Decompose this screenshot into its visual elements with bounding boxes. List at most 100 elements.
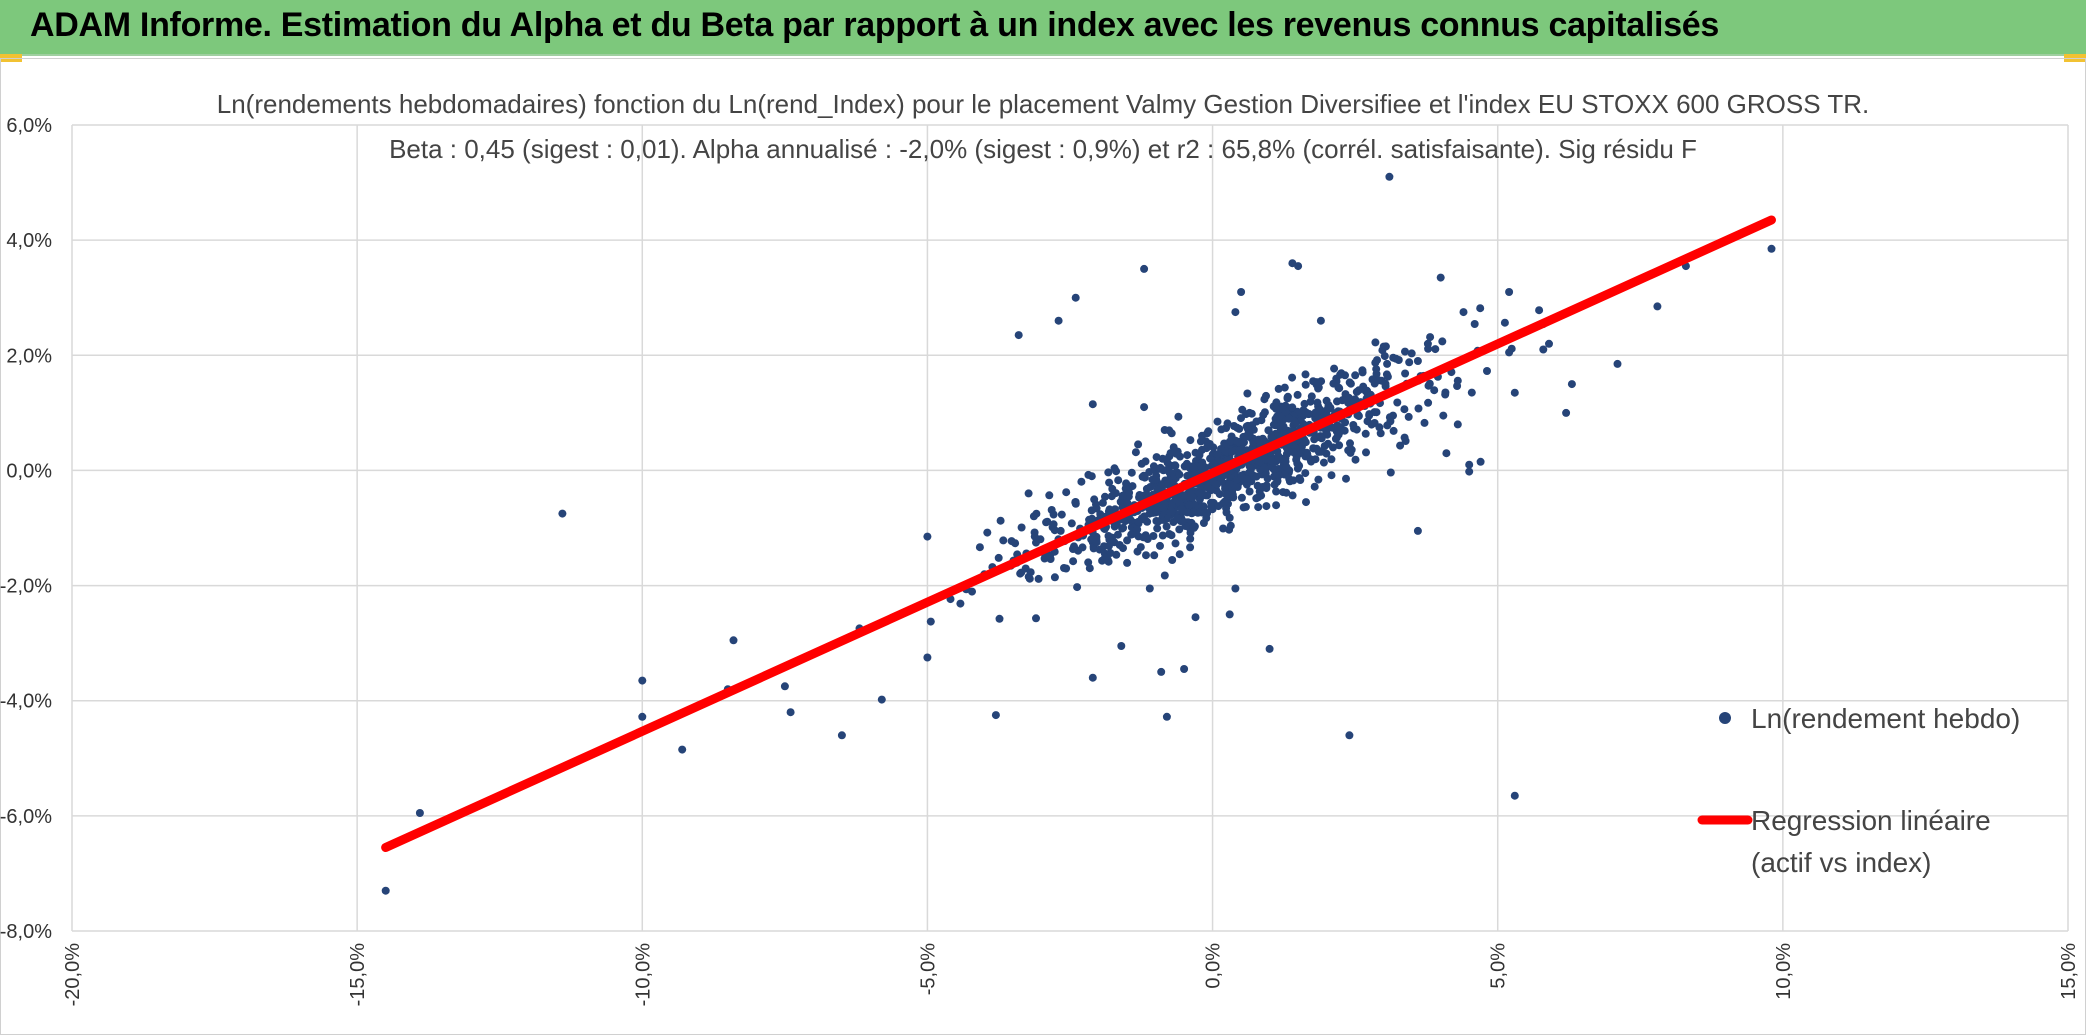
data-point <box>1562 408 1571 417</box>
data-point <box>1272 487 1281 496</box>
data-point <box>1322 449 1331 458</box>
data-point <box>1288 373 1297 382</box>
data-point <box>1295 461 1304 470</box>
data-point <box>780 682 789 691</box>
data-point <box>1057 510 1066 519</box>
data-point <box>1393 398 1402 407</box>
data-point <box>1225 610 1234 619</box>
data-point <box>1165 426 1174 435</box>
data-point <box>1096 510 1105 519</box>
data-point <box>1032 614 1040 623</box>
data-point <box>1146 483 1155 491</box>
data-point <box>1118 491 1127 500</box>
data-point <box>1113 530 1122 539</box>
data-point <box>1152 506 1161 515</box>
data-point <box>1219 524 1228 533</box>
data-point <box>1045 491 1054 500</box>
data-point <box>1173 514 1182 523</box>
chart-subtitle: Beta : 0,45 (sigest : 0,01). Alpha annua… <box>389 134 1697 164</box>
data-point <box>1215 490 1224 499</box>
data-point <box>1316 316 1325 325</box>
data-point <box>1280 383 1289 392</box>
legend: Ln(rendement hebdo) Regression linéaire … <box>1697 703 2020 878</box>
data-point <box>1056 526 1065 535</box>
data-point <box>991 711 1000 720</box>
data-point <box>1266 456 1275 465</box>
data-point <box>996 516 1005 525</box>
data-point <box>1062 488 1071 497</box>
x-tick-label: 0,0% <box>1203 943 1225 989</box>
data-point <box>1175 550 1184 559</box>
data-point <box>1162 522 1171 531</box>
data-point <box>1186 534 1195 543</box>
data-point <box>1167 507 1176 516</box>
data-point <box>1653 302 1662 311</box>
data-point <box>1180 665 1189 673</box>
data-point <box>1276 425 1285 434</box>
x-tick-label: -10,0% <box>632 943 654 1007</box>
data-point <box>1279 488 1287 497</box>
data-point <box>1376 429 1385 438</box>
data-point <box>1505 288 1514 296</box>
data-point <box>1136 543 1145 552</box>
data-point <box>1123 558 1132 567</box>
data-point <box>1282 463 1291 471</box>
data-point <box>1362 448 1370 457</box>
data-point <box>1214 502 1223 511</box>
data-point <box>975 543 984 552</box>
data-point <box>1235 446 1244 455</box>
data-point <box>1123 498 1132 507</box>
data-point <box>1401 437 1410 445</box>
data-point <box>1106 549 1115 557</box>
data-point <box>1425 379 1434 388</box>
data-point <box>415 809 424 817</box>
data-point <box>1245 408 1254 417</box>
data-point <box>1025 574 1034 583</box>
data-point <box>1117 642 1126 650</box>
data-point <box>1420 418 1429 427</box>
data-point <box>1371 358 1380 367</box>
data-point <box>1465 467 1474 476</box>
data-point <box>1301 469 1310 478</box>
legend-label-points: Ln(rendement hebdo) <box>1751 703 2020 734</box>
data-point <box>926 617 935 626</box>
data-point <box>1092 504 1101 513</box>
data-point <box>1217 425 1226 434</box>
data-point <box>1188 493 1197 502</box>
data-point <box>1372 365 1381 374</box>
data-point <box>968 587 976 596</box>
data-point <box>1084 470 1093 479</box>
data-point <box>1231 308 1240 317</box>
data-point <box>1300 437 1309 446</box>
data-point <box>1269 420 1278 429</box>
y-tick-label: 6,0% <box>6 115 52 137</box>
data-point <box>1171 461 1180 470</box>
data-point <box>1260 463 1269 472</box>
data-point <box>1017 523 1026 532</box>
data-point <box>1175 525 1184 534</box>
data-point <box>1500 318 1509 327</box>
data-point <box>1438 337 1447 346</box>
data-point <box>1314 475 1323 484</box>
data-point <box>1156 463 1165 472</box>
data-point <box>1386 468 1395 477</box>
data-point <box>1327 455 1336 464</box>
data-point <box>1273 477 1282 486</box>
data-point <box>1283 394 1292 403</box>
data-point <box>1380 352 1389 361</box>
data-point <box>1306 397 1315 406</box>
data-point <box>1465 460 1474 469</box>
data-point <box>1262 391 1270 400</box>
data-point <box>1152 475 1161 484</box>
data-point <box>1322 396 1331 405</box>
data-point <box>1404 412 1413 421</box>
data-point <box>1351 455 1360 464</box>
data-point <box>1405 358 1414 367</box>
data-point <box>1439 411 1448 420</box>
x-tick-label: 15,0% <box>2058 943 2080 1000</box>
data-point <box>983 528 992 537</box>
data-point <box>1186 436 1195 445</box>
data-point <box>1111 489 1120 498</box>
data-point <box>1176 493 1185 502</box>
x-tick-label: 5,0% <box>1488 943 1510 989</box>
